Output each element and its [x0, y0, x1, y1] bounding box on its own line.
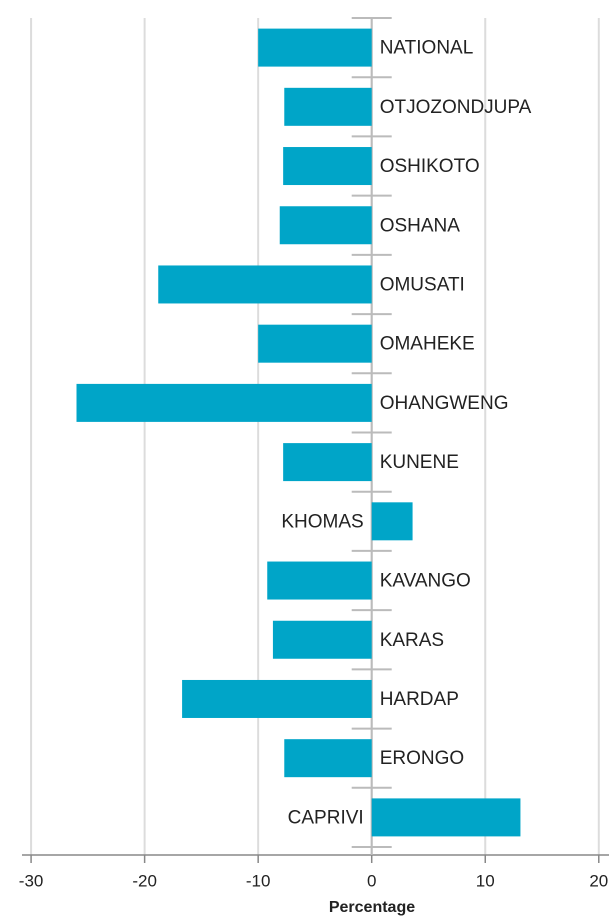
- bar: [279, 206, 372, 245]
- bar: [284, 87, 372, 126]
- x-tick-label: -20: [132, 871, 157, 890]
- x-tick-label: 10: [476, 871, 495, 890]
- x-tick-label: -30: [19, 871, 44, 890]
- category-label: KHOMAS: [281, 511, 363, 532]
- category-label: ERONGO: [380, 748, 464, 769]
- bar: [284, 739, 372, 778]
- bar: [267, 561, 372, 600]
- bar: [272, 620, 372, 659]
- bar: [182, 679, 372, 718]
- bar: [158, 265, 372, 304]
- x-tick-label: 20: [589, 871, 608, 890]
- category-label: OHANGWENG: [380, 393, 509, 414]
- bar: [283, 443, 372, 482]
- bar: [371, 798, 521, 837]
- x-tick-label: 0: [367, 871, 376, 890]
- category-label: NATIONAL: [380, 38, 474, 59]
- category-label: OMUSATI: [380, 274, 465, 295]
- x-tick-label: -10: [246, 871, 271, 890]
- category-label: OMAHEKE: [380, 334, 475, 355]
- category-label: OTJOZONDJUPA: [380, 97, 532, 118]
- bar: [283, 147, 372, 186]
- category-label: CAPRIVI: [288, 807, 364, 828]
- category-label: OSHANA: [380, 215, 461, 236]
- category-label: HARDAP: [380, 689, 459, 710]
- category-label: KUNENE: [380, 452, 459, 473]
- bar: [258, 324, 372, 363]
- x-axis-title: Percentage: [329, 899, 415, 916]
- bar: [76, 383, 372, 422]
- bar: [258, 28, 372, 67]
- category-label: OSHIKOTO: [380, 156, 480, 177]
- category-label: KARAS: [380, 630, 444, 651]
- bar: [371, 502, 413, 541]
- category-label: KAVANGO: [380, 571, 471, 592]
